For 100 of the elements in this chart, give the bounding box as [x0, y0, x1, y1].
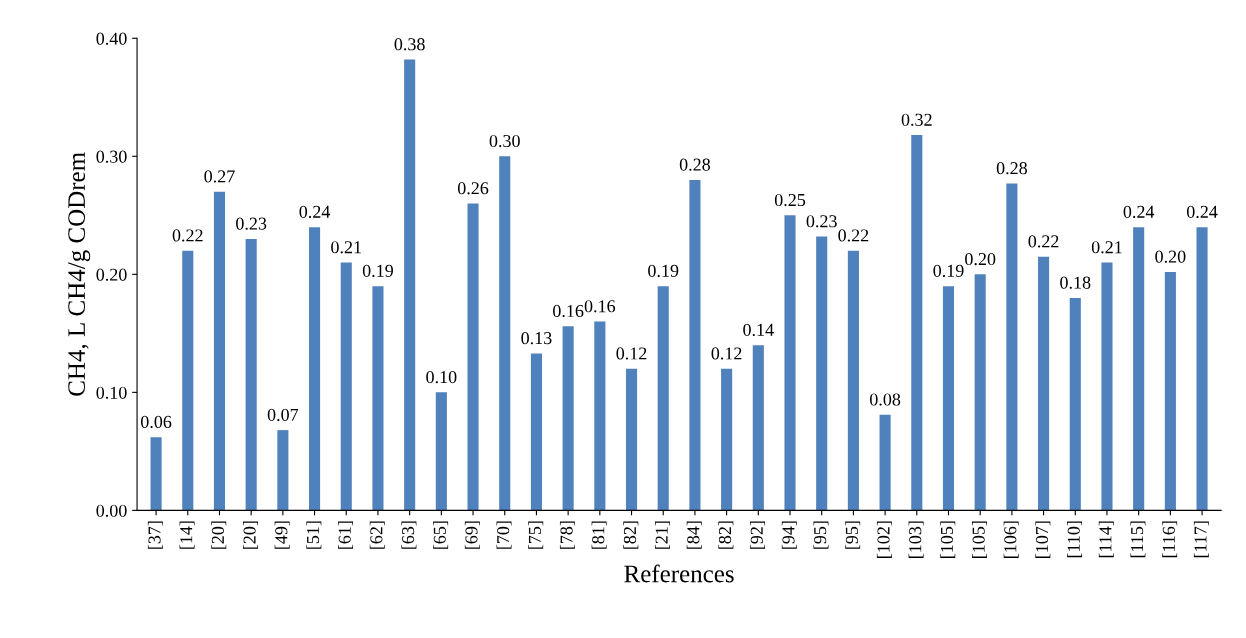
bar [625, 368, 638, 511]
x-tick-label: [115] [1130, 521, 1146, 558]
data-label: 0.22 [172, 229, 203, 242]
data-label: 0.08 [869, 393, 901, 406]
bar [942, 286, 955, 511]
bar [657, 286, 669, 511]
x-tick-label: [62] [369, 521, 385, 549]
x-tick-label: [110] [1067, 521, 1083, 558]
bar [1069, 297, 1081, 511]
y-tick-label: 0.20 [96, 268, 127, 281]
data-label: 0.14 [743, 323, 774, 337]
data-label: 0.32 [901, 113, 932, 126]
bar [1164, 271, 1176, 511]
y-tick-label: 0.40 [96, 32, 127, 45]
x-axis-title: References [624, 564, 734, 583]
data-label: 0.28 [996, 162, 1027, 175]
x-tick-label: [49] [274, 521, 290, 549]
bar [150, 437, 162, 511]
bar [404, 59, 416, 511]
data-label: 0.30 [489, 134, 520, 148]
y-axis-title: CH4, L CH4/g CODrem [68, 152, 91, 396]
x-tick-label: [81] [591, 521, 607, 549]
data-label: 0.24 [1186, 205, 1218, 218]
bar [721, 368, 733, 511]
bar [1196, 227, 1208, 511]
data-label: 0.16 [553, 304, 584, 318]
x-tick-label: [102] [876, 521, 892, 558]
data-label: 0.21 [331, 241, 361, 254]
bar [340, 262, 352, 511]
data-label: 0.19 [362, 264, 394, 277]
bar [1133, 227, 1145, 511]
data-label: 0.24 [1123, 205, 1155, 218]
data-label: 0.06 [140, 415, 172, 429]
y-tick-label: 0.10 [96, 386, 127, 399]
data-label: 0.22 [1028, 235, 1059, 248]
x-tick-label: [114] [1098, 521, 1114, 558]
x-tick-label: [107] [1035, 521, 1051, 558]
bar [467, 203, 479, 511]
x-tick-label: [63] [401, 521, 417, 549]
bar [245, 238, 257, 511]
data-label: 0.38 [394, 38, 425, 51]
bar [1006, 183, 1018, 511]
x-tick-label: [20] [211, 521, 227, 549]
data-label: 0.12 [711, 347, 742, 360]
bar [182, 250, 194, 511]
x-tick-label: [51] [306, 521, 322, 549]
data-label: 0.20 [965, 252, 996, 266]
x-tick-label: [65] [433, 521, 449, 549]
x-tick-label: [95] [845, 521, 861, 549]
x-tick-label: [116] [1162, 521, 1178, 558]
x-tick-label: [103] [908, 521, 924, 558]
data-label: 0.27 [204, 170, 235, 183]
data-label: 0.23 [806, 215, 837, 228]
bar [372, 286, 384, 511]
x-tick-label: [92] [750, 521, 766, 549]
data-label: 0.24 [299, 205, 331, 218]
bar [847, 250, 859, 511]
data-label: 0.16 [584, 300, 616, 313]
bar [974, 274, 986, 511]
bar [594, 321, 606, 511]
x-tick-label: [78] [559, 521, 575, 549]
x-tick-label: [69] [464, 521, 480, 549]
x-tick-label: [84] [686, 521, 702, 549]
y-tick-label: 0.30 [96, 150, 127, 163]
data-label: 0.23 [236, 217, 267, 230]
data-label: 0.26 [457, 182, 489, 195]
bar [689, 179, 701, 511]
data-label: 0.22 [838, 229, 869, 242]
data-label: 0.25 [774, 193, 806, 207]
data-label: 0.19 [933, 264, 964, 277]
bar [530, 353, 542, 511]
x-tick-label: [61] [338, 521, 354, 549]
x-tick-label: [117] [1193, 521, 1209, 558]
data-label: 0.21 [1091, 241, 1122, 254]
bar [1101, 262, 1113, 511]
x-tick-label: [82] [718, 521, 734, 549]
bar [499, 156, 511, 511]
data-label: 0.19 [648, 264, 679, 277]
bar [213, 191, 226, 511]
y-tick-label: 0.00 [96, 504, 127, 517]
x-tick-label: [21] [655, 521, 670, 549]
x-tick-label: [14] [179, 521, 195, 549]
x-tick-label: [106] [1003, 521, 1019, 558]
x-tick-label: [95] [813, 521, 829, 549]
bar [911, 135, 923, 511]
x-tick-label: [105] [972, 521, 987, 558]
bar [309, 227, 321, 511]
x-tick-label: [82] [623, 521, 639, 549]
data-label: 0.13 [521, 332, 552, 345]
data-label: 0.07 [267, 408, 299, 421]
data-label: 0.18 [1060, 276, 1091, 289]
data-label: 0.28 [679, 158, 711, 171]
bar [1038, 256, 1050, 511]
bar [784, 215, 796, 511]
x-tick-label: [105] [940, 521, 956, 558]
bar [562, 326, 574, 511]
bar [435, 392, 447, 511]
bar [879, 414, 891, 511]
data-label: 0.12 [616, 347, 647, 360]
data-label: 0.10 [426, 370, 457, 384]
